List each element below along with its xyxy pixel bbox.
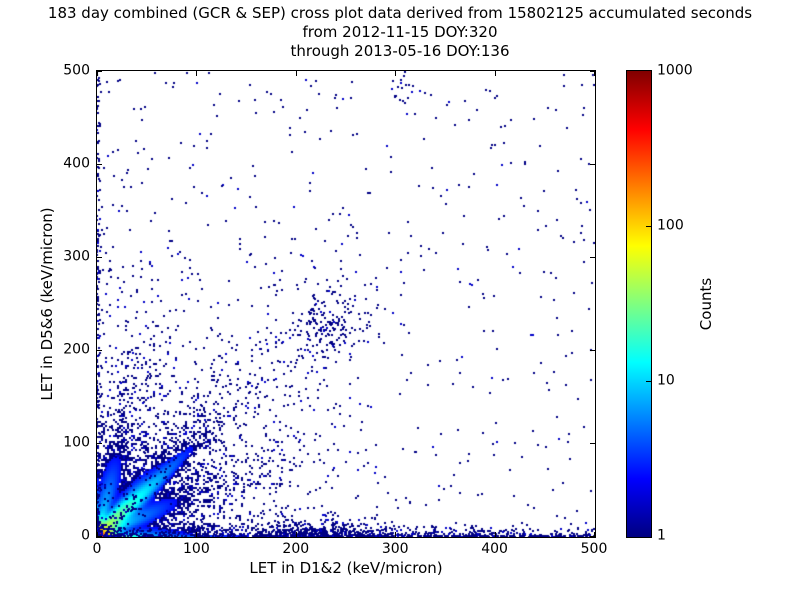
x-tick-label: 500 [580, 541, 608, 557]
x-tick-mark-top [295, 71, 297, 76]
colorbar-tick-label: 1000 [657, 62, 693, 79]
y-tick-mark-right [590, 257, 595, 258]
y-tick-mark-right [590, 536, 595, 537]
x-tick-mark-top [594, 71, 595, 76]
y-axis-label: LET in D5&6 (keV/micron) [38, 207, 56, 401]
x-tick-mark-top [196, 71, 198, 76]
y-tick-label: 200 [63, 341, 90, 358]
x-tick-label: 300 [381, 541, 409, 557]
y-tick-mark-right [590, 164, 595, 165]
y-tick-mark [97, 71, 102, 72]
x-tick-mark [494, 532, 496, 537]
colorbar-tick-mark [646, 226, 651, 227]
x-tick-mark [196, 532, 198, 537]
y-tick-label: 500 [63, 62, 90, 79]
chart-title-line-2: from 2012-11-15 DOY:320 [302, 23, 498, 41]
x-tick-mark [295, 532, 297, 537]
x-tick-label: 0 [92, 541, 102, 557]
colorbar-gradient [626, 70, 652, 538]
colorbar-tick-label: 10 [657, 372, 675, 389]
colorbar-label: Counts [697, 277, 715, 331]
colorbar-tick-label: 1 [657, 527, 666, 544]
y-tick-mark [97, 443, 102, 444]
x-tick-mark-top [97, 71, 98, 76]
colorbar-tick-mark [646, 381, 651, 382]
scatter-density-canvas [97, 71, 595, 537]
y-tick-mark [97, 350, 102, 351]
x-tick-mark-top [494, 71, 496, 76]
x-tick-mark [594, 532, 595, 537]
y-tick-mark-right [590, 71, 595, 72]
y-tick-mark [97, 536, 102, 537]
x-tick-mark-top [395, 71, 397, 76]
x-tick-label: 400 [481, 541, 508, 557]
y-tick-label: 100 [63, 434, 90, 451]
y-tick-mark-right [590, 443, 595, 444]
y-tick-label: 300 [63, 248, 90, 265]
y-tick-mark [97, 164, 102, 165]
y-tick-mark [97, 257, 102, 258]
y-tick-label: 0 [81, 527, 90, 544]
y-tick-mark-right [590, 350, 595, 351]
x-tick-mark [395, 532, 397, 537]
x-axis-label: LET in D1&2 (keV/micron) [249, 559, 443, 577]
colorbar-tick-label: 100 [657, 217, 684, 234]
chart-title-line-3: through 2013-05-16 DOY:136 [290, 42, 510, 60]
y-tick-label: 400 [63, 155, 90, 172]
chart-title-line-1: 183 day combined (GCR & SEP) cross plot … [47, 4, 753, 22]
x-tick-mark [97, 532, 98, 537]
x-tick-label: 100 [183, 541, 210, 557]
plot-area [96, 70, 596, 538]
x-tick-label: 200 [282, 541, 310, 557]
